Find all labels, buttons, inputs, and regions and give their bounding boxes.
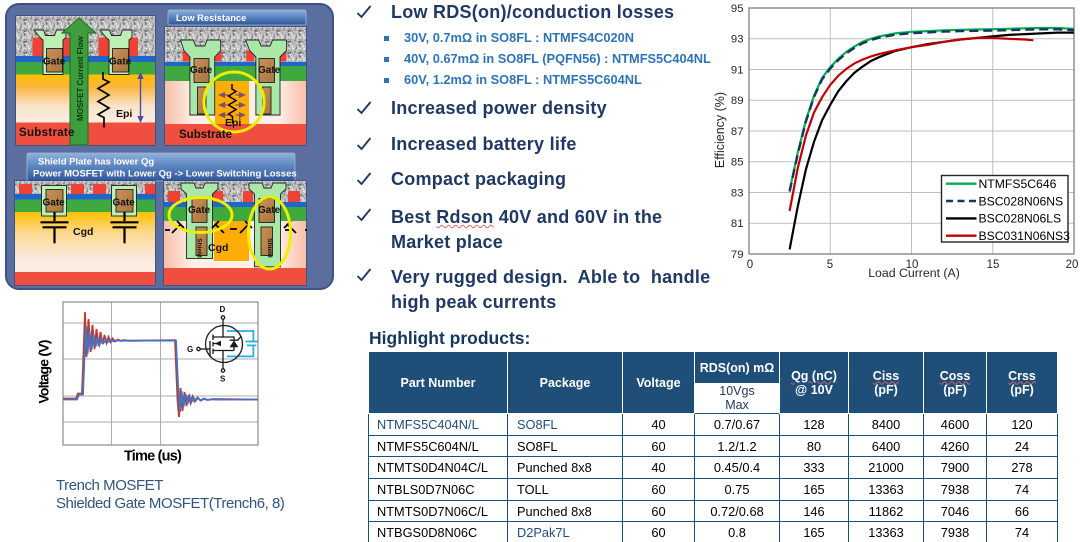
svg-text:81: 81 xyxy=(731,218,744,230)
svg-text:Gate: Gate xyxy=(258,205,281,216)
svg-text:Gate: Gate xyxy=(113,198,136,209)
svg-text:Substrate: Substrate xyxy=(179,129,232,141)
svg-text:Time (us): Time (us) xyxy=(124,449,182,465)
svg-text:Substrate: Substrate xyxy=(19,127,75,139)
svg-text:Gate: Gate xyxy=(43,57,66,68)
svg-text:Gate: Gate xyxy=(188,205,211,216)
svg-text:Shield Plate has lower Qg: Shield Plate has lower Qg xyxy=(38,157,154,168)
svg-text:D: D xyxy=(220,305,226,314)
svg-text:Gate: Gate xyxy=(258,65,281,76)
svg-text:Shield: Shield xyxy=(266,238,273,258)
svg-text:BSC031N06NS3: BSC031N06NS3 xyxy=(979,229,1071,243)
svg-text:20: 20 xyxy=(1066,259,1079,271)
svg-text:Gate: Gate xyxy=(109,57,132,68)
svg-text:83: 83 xyxy=(731,188,744,200)
svg-text:0: 0 xyxy=(747,259,753,271)
svg-text:Shield: Shield xyxy=(196,238,203,258)
svg-text:NTMFS5C646: NTMFS5C646 xyxy=(979,177,1057,191)
svg-text:Power MOSFET with Lower Qg ->: Power MOSFET with Lower Qg -> Lower Swit… xyxy=(33,169,297,180)
svg-text:91: 91 xyxy=(731,65,744,77)
svg-text:87: 87 xyxy=(731,126,744,138)
svg-text:Load Current (A): Load Current (A) xyxy=(868,266,960,280)
svg-text:89: 89 xyxy=(731,95,744,107)
svg-text:Gate: Gate xyxy=(43,198,66,209)
svg-text:S: S xyxy=(220,375,226,384)
svg-text:95: 95 xyxy=(731,3,744,15)
svg-text:15: 15 xyxy=(987,259,1000,271)
svg-text:79: 79 xyxy=(731,249,744,261)
svg-text:Epi: Epi xyxy=(116,108,132,120)
svg-text:93: 93 xyxy=(731,34,744,46)
svg-text:Efficiency (%): Efficiency (%) xyxy=(713,92,727,168)
svg-text:10: 10 xyxy=(906,259,919,271)
svg-text:Voltage (V): Voltage (V) xyxy=(36,340,52,403)
svg-text:85: 85 xyxy=(731,157,744,169)
svg-text:MOSFET Current Flow: MOSFET Current Flow xyxy=(76,35,85,121)
svg-text:5: 5 xyxy=(827,259,833,271)
svg-text:Cgd: Cgd xyxy=(208,242,228,254)
svg-text:G: G xyxy=(187,345,193,354)
svg-text:Epi: Epi xyxy=(225,117,241,129)
svg-text:BSC028N06NS: BSC028N06NS xyxy=(979,194,1064,208)
svg-text:Cgd: Cgd xyxy=(73,226,93,238)
svg-text:Gate: Gate xyxy=(190,65,213,76)
svg-text:Low Resistance: Low Resistance xyxy=(176,13,246,23)
svg-text:BSC028N06LS: BSC028N06LS xyxy=(979,212,1062,226)
